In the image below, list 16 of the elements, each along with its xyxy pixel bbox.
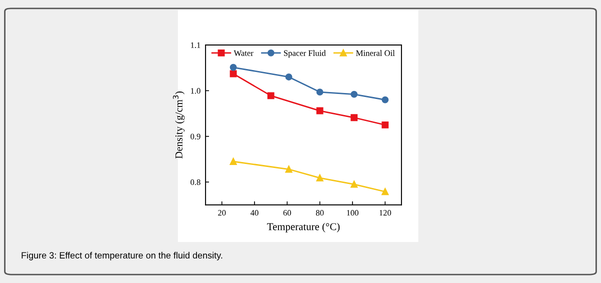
y-tick-label: 1.0 xyxy=(190,88,200,94)
y-tick-label: 0.9 xyxy=(190,134,200,140)
legend-label: Spacer Fluid xyxy=(284,50,326,58)
x-tick-label: 20 xyxy=(218,210,226,216)
y-tick-label: 1.1 xyxy=(190,42,200,48)
y-axis-title: Density (g/cm$^{3}$) xyxy=(172,92,185,159)
caption: Figure 3: Effect of temperature on the fluid density. xyxy=(22,252,222,260)
x-tick-label: 60 xyxy=(283,210,292,216)
x-tick-label: 120 xyxy=(380,210,392,216)
legend-label: Mineral Oil xyxy=(356,50,395,56)
x-tick-label: 40 xyxy=(250,210,258,216)
x-tick-label: 100 xyxy=(346,210,358,216)
y-tick-label: 0.8 xyxy=(190,179,200,186)
legend-label: Water xyxy=(234,50,254,56)
x-tick-label: 80 xyxy=(316,210,324,216)
x-axis-title: Temperature (°C) xyxy=(267,222,340,232)
